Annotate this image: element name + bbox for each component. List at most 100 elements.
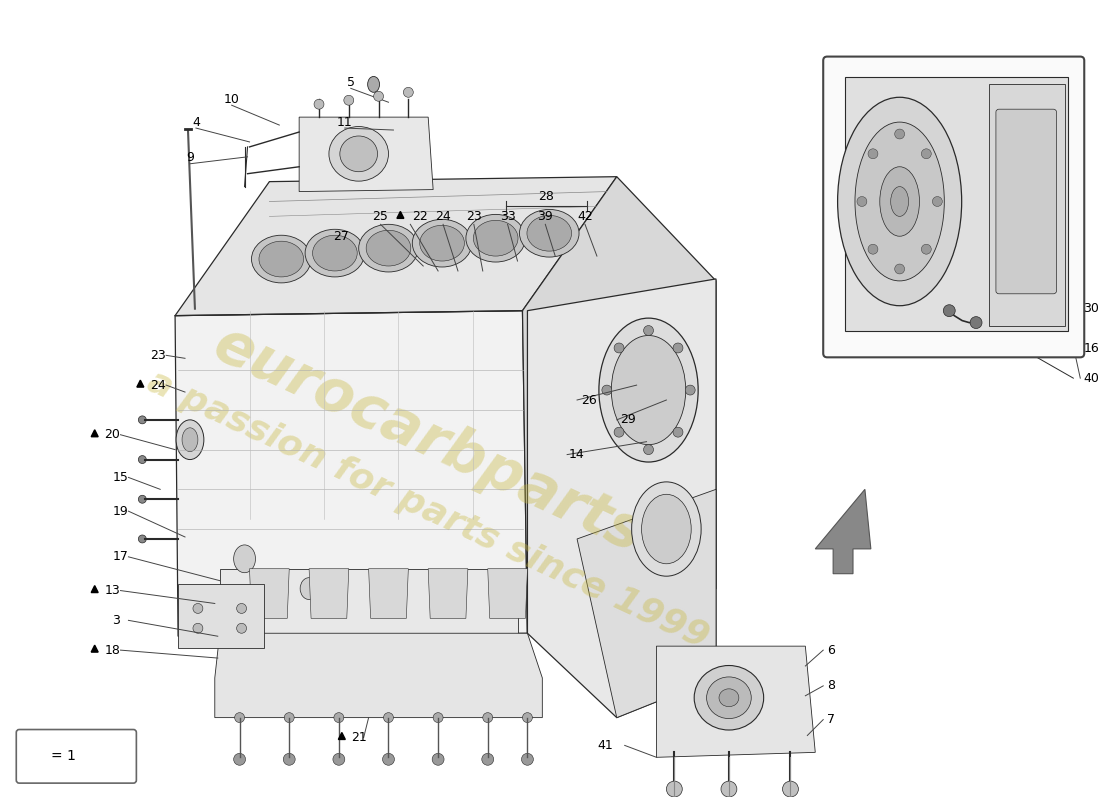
Polygon shape <box>397 211 404 218</box>
Text: 24: 24 <box>436 210 451 223</box>
Text: 13: 13 <box>104 584 120 597</box>
Circle shape <box>614 427 624 437</box>
Circle shape <box>333 754 344 766</box>
Text: 40: 40 <box>1084 372 1099 385</box>
Ellipse shape <box>719 689 739 706</box>
Ellipse shape <box>612 335 685 445</box>
Ellipse shape <box>855 122 944 281</box>
Text: 5: 5 <box>346 76 355 89</box>
Text: 41: 41 <box>597 739 613 752</box>
Circle shape <box>868 149 878 158</box>
Text: 25: 25 <box>373 210 388 223</box>
Circle shape <box>284 713 294 722</box>
Text: 8: 8 <box>827 679 835 692</box>
Text: 14: 14 <box>569 448 585 461</box>
Circle shape <box>667 781 682 797</box>
Polygon shape <box>178 584 264 648</box>
Text: 9: 9 <box>186 151 194 164</box>
FancyBboxPatch shape <box>996 109 1056 294</box>
Polygon shape <box>91 645 98 652</box>
Circle shape <box>922 244 932 254</box>
Text: 16: 16 <box>1084 342 1099 355</box>
Circle shape <box>139 455 146 463</box>
Polygon shape <box>522 177 716 634</box>
Text: 17: 17 <box>112 550 129 563</box>
Polygon shape <box>220 569 517 638</box>
Polygon shape <box>136 380 144 387</box>
Ellipse shape <box>891 186 909 216</box>
Circle shape <box>433 713 443 722</box>
Text: 4: 4 <box>192 115 200 129</box>
Text: 7: 7 <box>827 713 835 726</box>
Polygon shape <box>989 84 1066 326</box>
Text: 23: 23 <box>466 210 482 223</box>
Circle shape <box>922 149 932 158</box>
Text: 33: 33 <box>499 210 516 223</box>
Ellipse shape <box>258 241 304 277</box>
Polygon shape <box>815 490 871 574</box>
Circle shape <box>673 343 683 353</box>
Circle shape <box>383 754 395 766</box>
Ellipse shape <box>340 136 377 172</box>
Circle shape <box>236 603 246 614</box>
Text: 42: 42 <box>578 210 593 223</box>
Polygon shape <box>339 733 345 739</box>
Circle shape <box>384 713 394 722</box>
Ellipse shape <box>233 545 255 573</box>
Circle shape <box>233 754 245 766</box>
Polygon shape <box>657 646 815 758</box>
Text: 29: 29 <box>619 414 636 426</box>
Polygon shape <box>309 569 349 618</box>
Ellipse shape <box>527 215 572 251</box>
Circle shape <box>521 754 534 766</box>
Text: 19: 19 <box>112 505 129 518</box>
Ellipse shape <box>694 666 763 730</box>
Polygon shape <box>299 117 433 191</box>
Ellipse shape <box>837 98 961 306</box>
Circle shape <box>334 713 344 722</box>
Circle shape <box>234 713 244 722</box>
Circle shape <box>404 87 414 98</box>
Circle shape <box>374 91 384 102</box>
Ellipse shape <box>466 214 526 262</box>
Circle shape <box>482 754 494 766</box>
Ellipse shape <box>519 210 579 257</box>
Circle shape <box>782 781 799 797</box>
Text: 28: 28 <box>538 190 554 203</box>
Circle shape <box>236 623 246 634</box>
Ellipse shape <box>598 318 698 462</box>
Ellipse shape <box>420 226 464 261</box>
Circle shape <box>344 95 354 106</box>
Ellipse shape <box>706 677 751 718</box>
Ellipse shape <box>300 578 318 599</box>
Polygon shape <box>487 569 527 618</box>
Text: 3: 3 <box>112 614 120 627</box>
Circle shape <box>894 264 904 274</box>
Circle shape <box>614 343 624 353</box>
Ellipse shape <box>366 230 410 266</box>
Circle shape <box>139 535 146 543</box>
Polygon shape <box>845 78 1068 330</box>
Circle shape <box>432 754 444 766</box>
Text: 18: 18 <box>104 644 121 657</box>
Text: 39: 39 <box>538 210 553 223</box>
Polygon shape <box>428 569 468 618</box>
Ellipse shape <box>641 494 691 564</box>
Circle shape <box>857 197 867 206</box>
Text: 27: 27 <box>333 230 349 242</box>
Circle shape <box>483 713 493 722</box>
FancyBboxPatch shape <box>823 57 1085 358</box>
FancyBboxPatch shape <box>16 730 136 783</box>
Ellipse shape <box>329 126 388 181</box>
Circle shape <box>944 305 955 317</box>
Ellipse shape <box>252 235 311 283</box>
Circle shape <box>720 781 737 797</box>
Ellipse shape <box>473 220 518 256</box>
Ellipse shape <box>880 166 920 236</box>
Text: a passion for parts since 1999: a passion for parts since 1999 <box>142 364 714 654</box>
Polygon shape <box>91 430 98 437</box>
Text: 21: 21 <box>351 731 366 744</box>
Circle shape <box>602 385 612 395</box>
Circle shape <box>644 445 653 454</box>
Ellipse shape <box>412 219 472 267</box>
